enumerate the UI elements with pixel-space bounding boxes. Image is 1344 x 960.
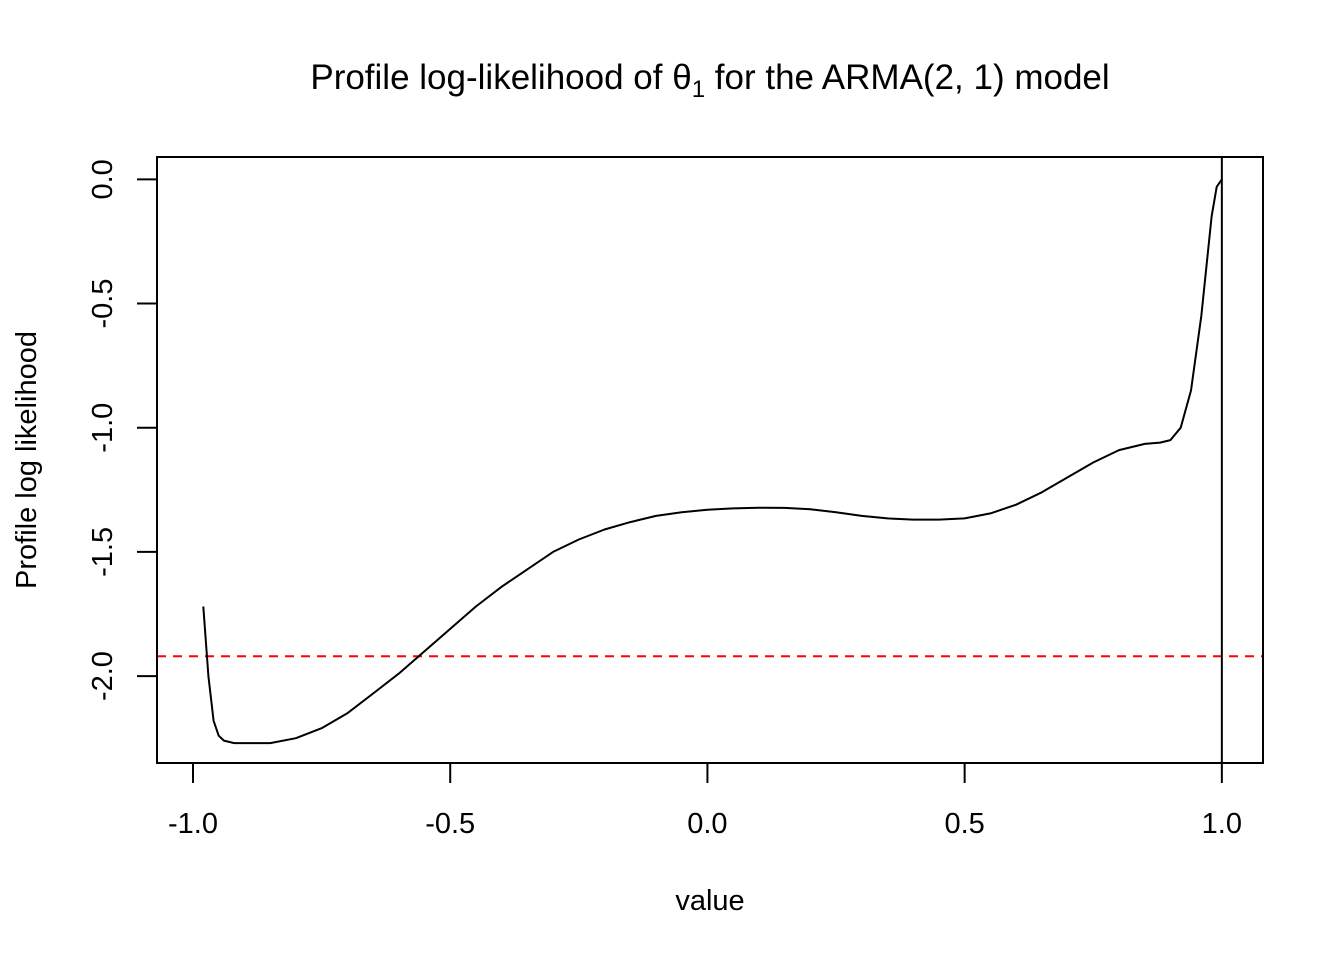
x-tick-label: 0.0 (687, 808, 727, 840)
x-tick-label: 0.5 (944, 808, 984, 840)
y-tick-label: -2.0 (87, 651, 119, 701)
y-axis: 0.0 -0.5 -1.0 -1.5 -2.0 (87, 159, 157, 701)
y-tick-label: -0.5 (87, 279, 119, 329)
y-tick-label: -1.5 (87, 527, 119, 577)
chart-title-suffix: for the ARMA(2, 1) model (705, 58, 1110, 97)
x-tick-label: 1.0 (1202, 808, 1242, 840)
y-tick-label: 0.0 (87, 159, 119, 199)
x-axis: -1.0 -0.5 0.0 0.5 1.0 (168, 763, 1242, 840)
plot-frame (156, 156, 1264, 764)
x-tick-label: -1.0 (168, 808, 218, 840)
chart-title-symbol: θ (672, 58, 691, 97)
y-tick-label: -1.0 (87, 403, 119, 453)
chart-title-prefix: Profile log-likelihood of (310, 58, 672, 97)
x-axis-label: value (675, 885, 744, 917)
chart-title-subscript: 1 (692, 76, 705, 103)
plot-area (157, 157, 1263, 763)
x-tick-label: -0.5 (425, 808, 475, 840)
y-axis-label: Profile log likelihood (11, 331, 43, 589)
profile-likelihood-line (202, 178, 1223, 745)
chart-title: Profile log-likelihood of θ1 for the ARM… (310, 58, 1109, 103)
